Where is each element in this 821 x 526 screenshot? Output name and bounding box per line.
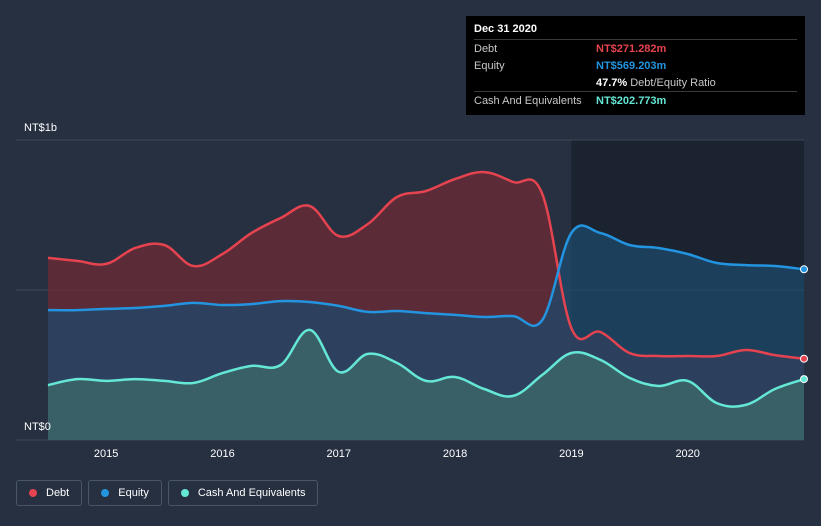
tooltip-label: Cash And Equivalents bbox=[474, 94, 582, 107]
tooltip-value: NT$202.773m bbox=[596, 94, 667, 107]
y-axis-top-label: NT$1b bbox=[24, 122, 58, 134]
equity-line bbox=[47, 224, 805, 328]
equity-end-point bbox=[800, 265, 808, 274]
cash-dot-icon bbox=[180, 489, 189, 497]
legend-label: Equity bbox=[118, 487, 149, 499]
tooltip-value: NT$569.203m bbox=[596, 59, 667, 72]
legend: Debt Equity Cash And Equivalents bbox=[16, 480, 319, 506]
tooltip-sub: Debt/Equity Ratio bbox=[630, 76, 716, 89]
tooltip-date: Dec 31 2020 bbox=[474, 23, 537, 35]
debt-line bbox=[47, 170, 805, 360]
x-tick-label: 2018 bbox=[443, 448, 467, 460]
tooltip-row-equity: Equity NT$569.203m bbox=[474, 57, 797, 74]
cash-and-equivalents-area bbox=[48, 329, 804, 440]
tooltip: Dec 31 2020 Debt NT$271.282m Equity NT$5… bbox=[466, 16, 805, 115]
tooltip-row-debt: Debt NT$271.282m bbox=[474, 39, 797, 57]
x-tick-label: 2017 bbox=[327, 448, 351, 460]
y-axis-bottom-label: NT$0 bbox=[24, 421, 51, 433]
tooltip-row-ratio: 47.7% Debt/Equity Ratio bbox=[474, 74, 797, 91]
debt-end-point bbox=[800, 354, 808, 363]
x-tick-label: 2016 bbox=[210, 448, 234, 460]
legend-item-cash[interactable]: Cash And Equivalents bbox=[167, 480, 319, 506]
legend-item-debt[interactable]: Debt bbox=[16, 480, 83, 506]
tooltip-row-cash: Cash And Equivalents NT$202.773m bbox=[474, 91, 797, 109]
x-tick-label: 2015 bbox=[94, 448, 118, 460]
tooltip-value: NT$271.282m bbox=[596, 42, 667, 55]
tooltip-label: Equity bbox=[474, 59, 505, 72]
x-tick-label: 2019 bbox=[559, 448, 583, 460]
legend-label: Debt bbox=[46, 487, 70, 499]
debt-dot-icon bbox=[29, 489, 37, 497]
cash-and-equivalents-line bbox=[47, 328, 805, 408]
x-tick-label: 2020 bbox=[675, 448, 699, 460]
legend-label: Cash And Equivalents bbox=[197, 487, 306, 499]
tooltip-value: 47.7% bbox=[596, 76, 628, 89]
cash-and-equivalents-end-point bbox=[800, 375, 808, 384]
tooltip-label: Debt bbox=[474, 42, 498, 55]
equity-dot-icon bbox=[101, 489, 110, 497]
legend-item-equity[interactable]: Equity bbox=[88, 480, 162, 506]
